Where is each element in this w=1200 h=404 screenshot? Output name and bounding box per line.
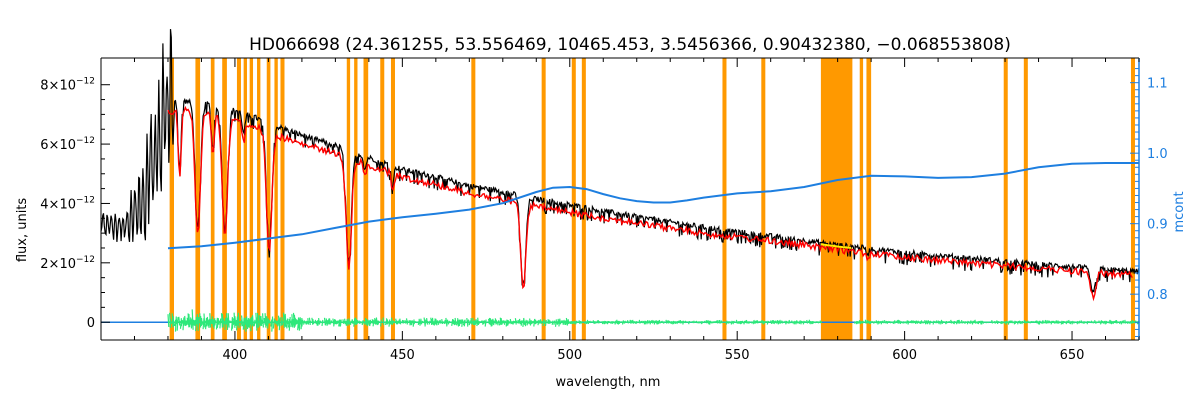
masked-region-19 bbox=[581, 58, 586, 340]
y-tick-exponent: −12 bbox=[76, 136, 95, 146]
x-tick-label: 550 bbox=[725, 348, 750, 363]
model-spectrum-line bbox=[167, 105, 1133, 302]
observed-spectrum-line bbox=[100, 29, 1140, 294]
y-tick-exponent: −12 bbox=[76, 255, 95, 265]
masked-region-1 bbox=[195, 58, 201, 340]
y-tick-label: 6×10−12 bbox=[40, 136, 95, 153]
masked-region-16 bbox=[471, 58, 476, 340]
residual-line bbox=[167, 309, 1140, 332]
y-axis-label: flux, units bbox=[15, 198, 30, 263]
masked-region-11 bbox=[346, 58, 351, 340]
y2-tick-label: 1.1 bbox=[1147, 77, 1168, 92]
x-tick-label: 400 bbox=[223, 348, 248, 363]
x-axis-label: wavelength, nm bbox=[556, 375, 661, 390]
x-tick-label: 450 bbox=[390, 348, 415, 363]
y2-tick-label: 0.8 bbox=[1147, 288, 1168, 303]
y-tick-label: 0 bbox=[87, 316, 95, 331]
mcont-line bbox=[167, 162, 1139, 250]
masked-region-6 bbox=[249, 58, 254, 340]
masked-bands-group bbox=[169, 58, 1135, 340]
y-tick-exponent: −12 bbox=[76, 195, 95, 205]
y2-tick-label: 1.0 bbox=[1147, 147, 1168, 162]
x-tick-label: 600 bbox=[892, 348, 917, 363]
masked-region-3 bbox=[222, 58, 227, 340]
masked-region-2 bbox=[210, 58, 215, 340]
masked-region-25 bbox=[1003, 58, 1008, 340]
masked-region-27 bbox=[1130, 58, 1135, 340]
masked-region-12 bbox=[354, 58, 358, 340]
masked-region-26 bbox=[1023, 58, 1028, 340]
masked-region-0 bbox=[169, 58, 174, 340]
x-tick-label: 650 bbox=[1060, 348, 1085, 363]
masked-region-10 bbox=[280, 58, 285, 340]
x-tick-label: 500 bbox=[557, 348, 582, 363]
masked-region-20 bbox=[722, 58, 727, 340]
masked-region-5 bbox=[243, 58, 247, 340]
masked-region-24 bbox=[866, 58, 872, 340]
axes-group: 400 450 500 550 600 650 8×10−12 6×10−12 4×10−12 2… bbox=[40, 57, 1168, 363]
y-tick-label: 8×10−12 bbox=[40, 77, 95, 94]
masked-region-7 bbox=[257, 58, 261, 340]
masked-region-22 bbox=[820, 58, 853, 340]
y2-tick-label: 0.9 bbox=[1147, 218, 1168, 233]
chart-title: HD066698 (24.361255, 53.556469, 10465.45… bbox=[249, 35, 1011, 55]
y-tick-label: 2×10−12 bbox=[40, 255, 95, 272]
y2-axis-label: mcont bbox=[1172, 191, 1187, 232]
masked-fit-segment bbox=[820, 243, 852, 249]
masked-region-23 bbox=[859, 58, 864, 340]
masked-region-21 bbox=[761, 58, 766, 340]
masked-region-15 bbox=[390, 58, 395, 340]
masked-region-8 bbox=[266, 58, 271, 340]
masked-region-9 bbox=[274, 58, 278, 340]
y-tick-exponent: −12 bbox=[76, 77, 95, 87]
series-group bbox=[100, 29, 1140, 332]
masked-region-14 bbox=[380, 58, 385, 340]
masked-region-4 bbox=[236, 58, 241, 340]
masked-region-13 bbox=[363, 58, 369, 340]
y-tick-label: 4×10−12 bbox=[40, 195, 95, 212]
masked-region-18 bbox=[571, 58, 576, 340]
